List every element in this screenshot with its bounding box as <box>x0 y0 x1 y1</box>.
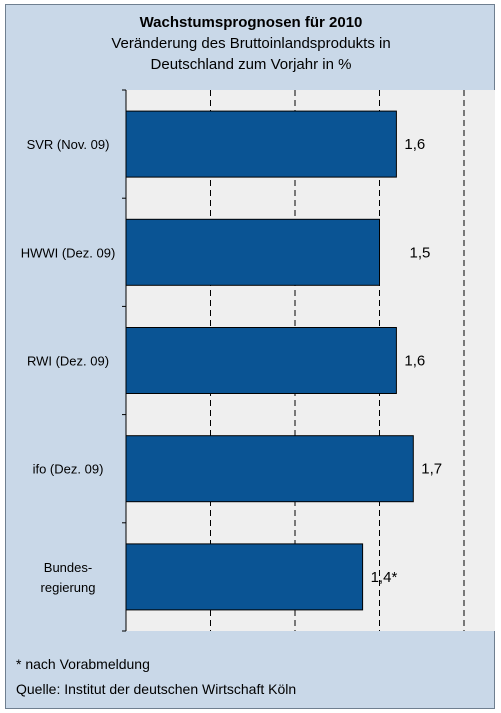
chart-subtitle-line-1: Veränderung des Bruttoinlandsprodukts in <box>111 35 391 52</box>
chart-frame: Wachstumsprognosen für 2010 Veränderung … <box>5 4 495 709</box>
category-label-1: SVR (Nov. 09) <box>27 137 110 152</box>
category-label-3: RWI (Dez. 09) <box>27 354 109 369</box>
bar-chart: SVR (Nov. 09) 1,6 HWWI (Dez. 09) 1,5 RWI (De… <box>21 89 495 632</box>
data-label-1: 1,6 <box>404 136 425 153</box>
chart-header: Wachstumsprognosen für 2010 Veränderung … <box>6 13 496 75</box>
bar-1 <box>125 110 397 178</box>
bar-4 <box>125 435 414 503</box>
bar-5 <box>125 543 364 611</box>
category-label-5: regierung <box>41 580 96 595</box>
data-label-2: 1,5 <box>410 244 431 261</box>
data-label-3: 1,6 <box>404 353 425 370</box>
bar-2 <box>125 218 380 286</box>
chart-title: Wachstumsprognosen für 2010 <box>139 14 363 31</box>
category-label-4: ifo (Dez. 09) <box>33 462 104 477</box>
footnote: * nach Vorabmeldung <box>16 656 150 672</box>
category-label-2: HWWI (Dez. 09) <box>21 245 116 260</box>
category-label-5: Bundes- <box>44 560 92 575</box>
data-label-5: 1,4* <box>371 569 398 586</box>
bar-3 <box>125 327 397 394</box>
source-note: Quelle: Institut der deutschen Wirtschaf… <box>16 681 297 697</box>
data-label-4: 1,7 <box>421 461 442 478</box>
chart-subtitle-line-2: Deutschland zum Vorjahr in % <box>150 56 352 73</box>
